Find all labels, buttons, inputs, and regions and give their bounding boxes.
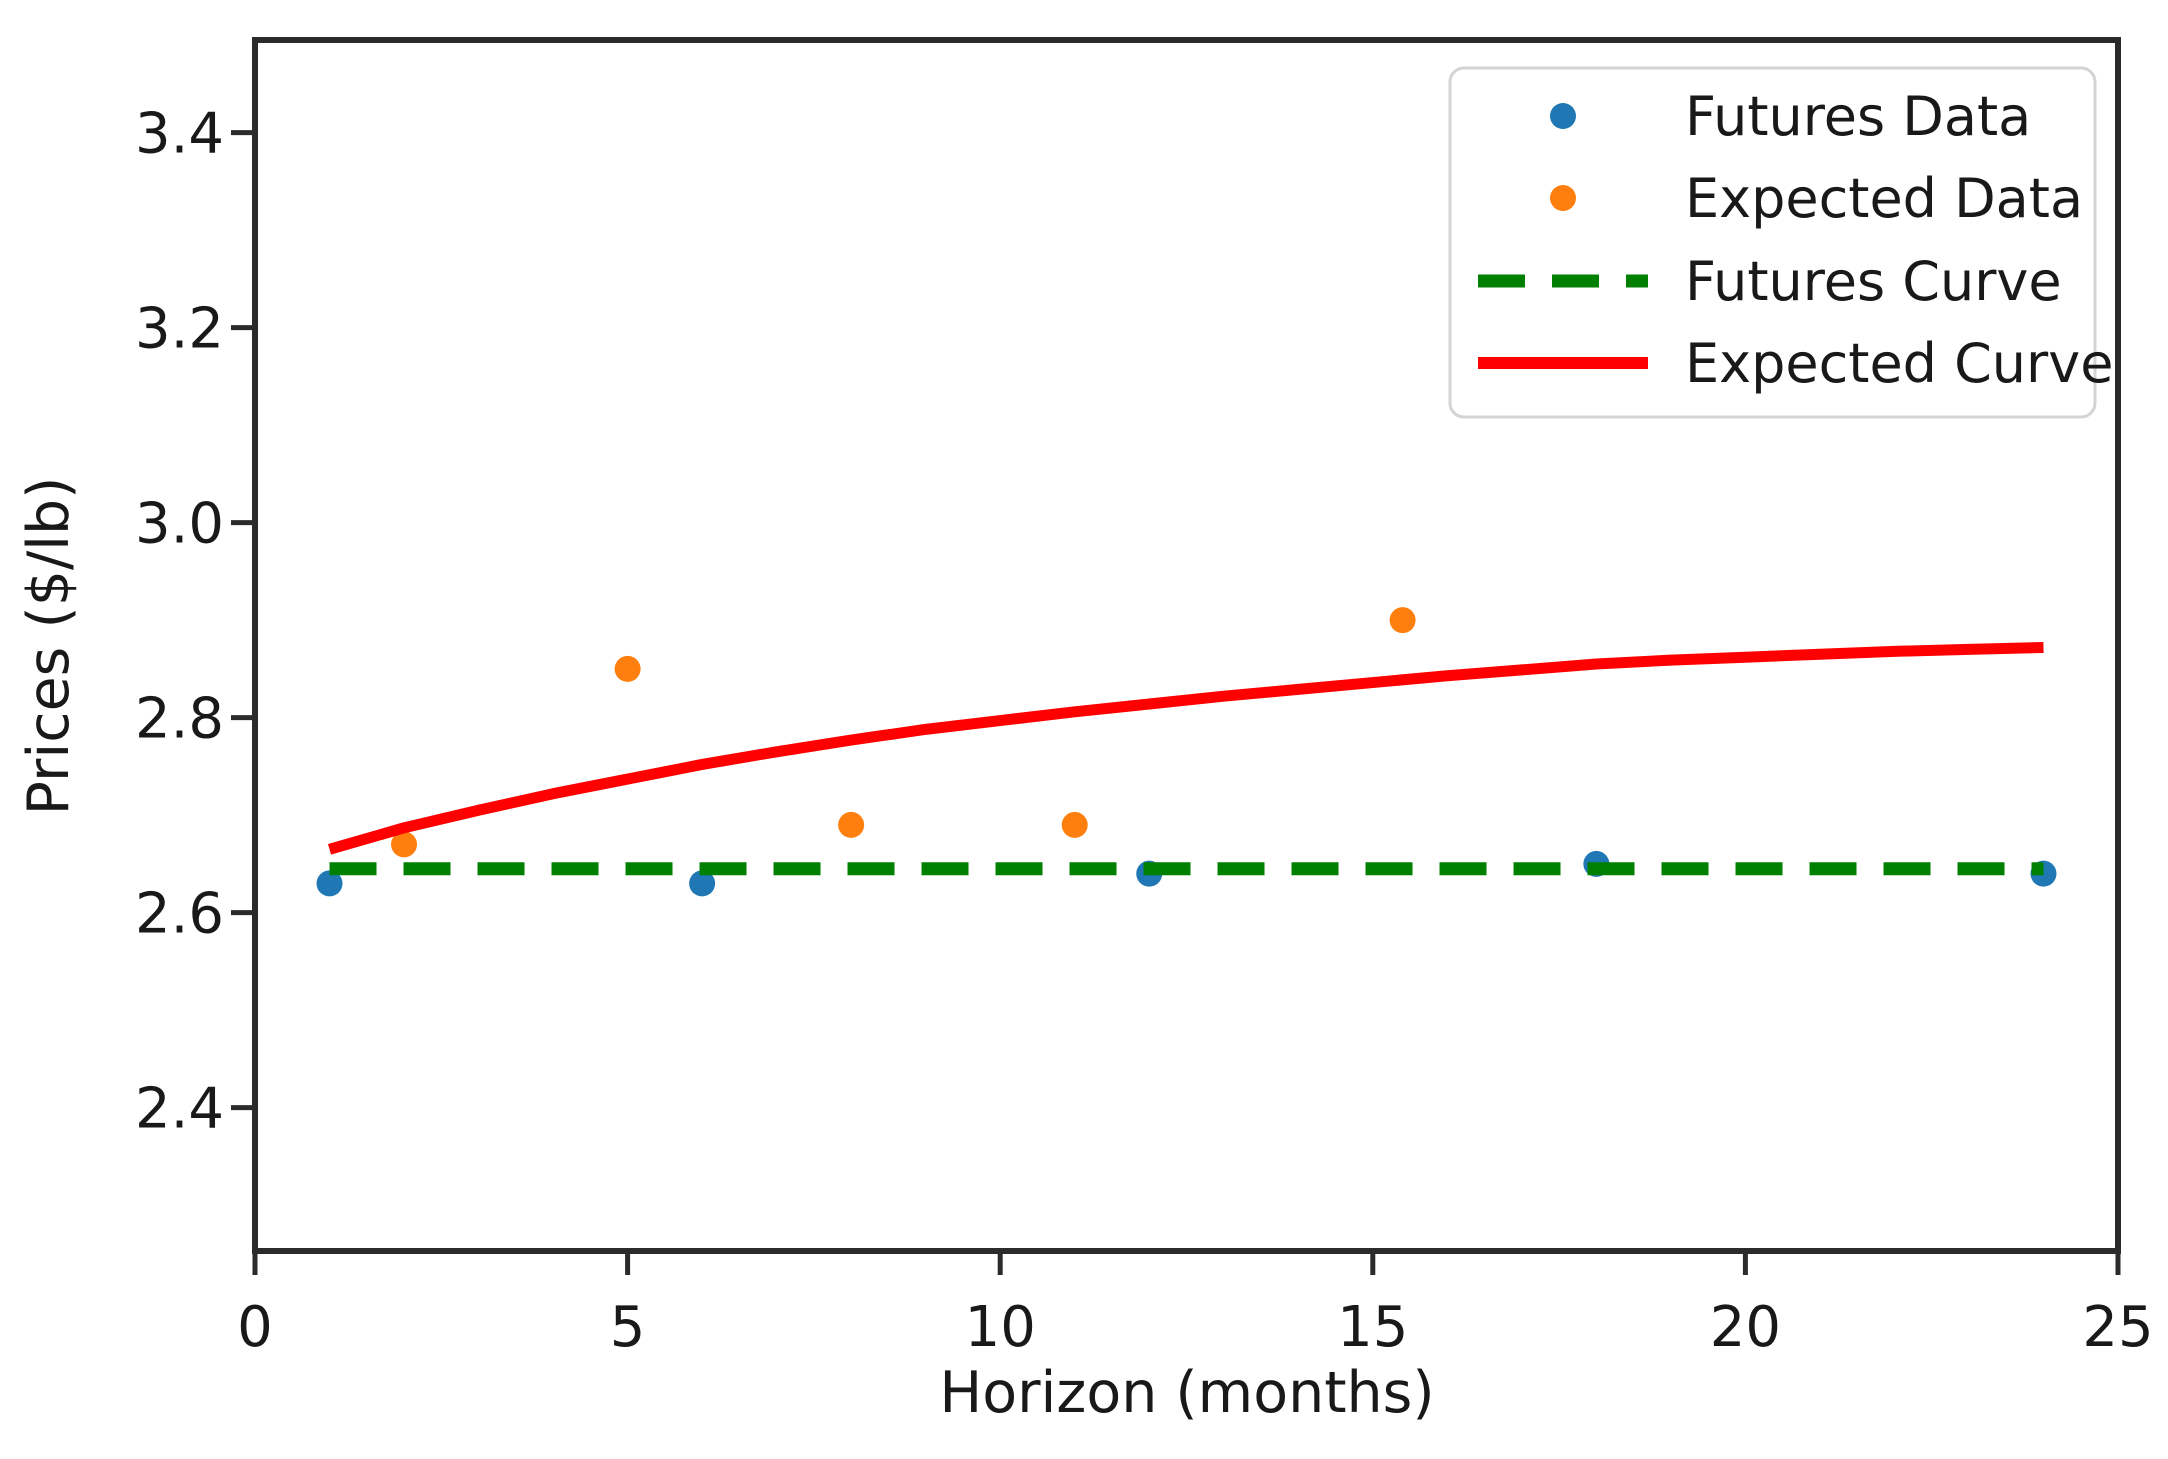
futures-data-point — [316, 870, 343, 897]
x-tick-label: 10 — [965, 1295, 1036, 1360]
expected-curve-line — [327, 641, 2044, 855]
y-tick-label: 3.0 — [135, 492, 224, 557]
y-axis-label: Prices ($/lb) — [16, 477, 82, 816]
x-axis-label: Horizon (months) — [939, 1360, 1434, 1426]
x-tick-label: 25 — [2082, 1295, 2153, 1360]
y-axis: 2.4 2.6 2.8 3.0 3.2 3.4 — [135, 102, 255, 1142]
legend-swatch-expected-data — [1550, 185, 1576, 211]
x-tick-label: 15 — [1337, 1295, 1408, 1360]
plot-series — [316, 607, 2057, 897]
y-tick-label: 2.8 — [135, 687, 224, 752]
y-tick-label: 2.4 — [135, 1077, 224, 1142]
legend-label-expected-data: Expected Data — [1685, 167, 2083, 230]
expected-data-point — [391, 831, 418, 858]
legend-label-expected-curve: Expected Curve — [1685, 332, 2113, 395]
y-tick-label: 3.2 — [135, 297, 224, 362]
legend: Futures Data Expected Data Futures Curve Ex… — [1448, 66, 2113, 419]
legend-swatch-futures-data — [1550, 103, 1576, 129]
y-tick-label: 2.6 — [135, 882, 224, 947]
y-tick-label: 3.4 — [135, 102, 224, 167]
axes-frame — [252, 37, 2121, 1254]
expected-data-point — [1389, 607, 1416, 634]
legend-box — [1448, 66, 2097, 419]
legend-label-futures-curve: Futures Curve — [1685, 250, 2062, 313]
x-tick-label: 5 — [610, 1295, 646, 1360]
x-tick-label: 20 — [1710, 1295, 1781, 1360]
x-axis: 0 5 10 15 20 25 — [237, 1251, 2154, 1360]
expected-data-point — [614, 655, 641, 682]
legend-label-futures-data: Futures Data — [1685, 85, 2031, 148]
x-tick-label: 0 — [237, 1295, 273, 1360]
expected-data-point — [838, 811, 865, 838]
plot-border — [252, 37, 2121, 1254]
expected-data-point — [1061, 811, 1088, 838]
futures-data-point — [689, 870, 716, 897]
